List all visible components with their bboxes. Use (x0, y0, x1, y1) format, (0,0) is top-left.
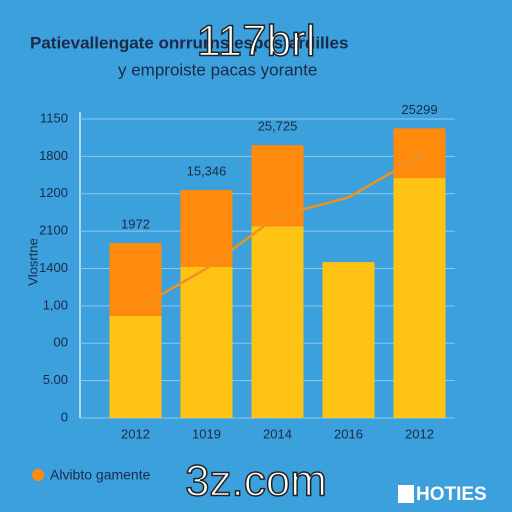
bar-segment (393, 178, 446, 418)
x-tick-label: 2014 (263, 426, 292, 441)
y-tick-label: 1400 (39, 260, 68, 275)
bar-segment (393, 128, 446, 179)
legend-label: Alvibto gamente (50, 467, 151, 483)
bar-segment (180, 267, 233, 418)
bar-segment (322, 262, 375, 418)
bar-segment (251, 226, 304, 418)
y-tick-label: 2100 (39, 223, 68, 238)
data-label: 25299 (401, 102, 437, 117)
y-tick-label: 1,00 (43, 297, 68, 312)
bar-segment (180, 190, 233, 268)
y-tick-label: 0 (61, 409, 68, 424)
y-tick-label: 00 (54, 335, 68, 350)
legend-swatch (32, 469, 44, 481)
y-tick-label: 1800 (39, 148, 68, 163)
x-tick-label: 2012 (121, 426, 150, 441)
bar-segment (109, 315, 162, 418)
data-label: 1972 (121, 217, 150, 232)
line (134, 153, 425, 311)
x-tick-label: 1019 (192, 426, 221, 441)
bar-segment (251, 145, 304, 227)
logo: HOTIES (416, 484, 487, 505)
chart-title: Patievallengate onrrurns espostardilles (30, 33, 348, 52)
y-axis-label: Vlosrtne (25, 238, 40, 286)
x-tick-label: 2012 (405, 426, 434, 441)
watermark: 3z.com (185, 457, 327, 506)
y-tick-label: 5.00 (43, 372, 68, 387)
chart-subtitle: y emproiste pacas yorante (118, 60, 317, 79)
y-tick-label: 1150 (40, 110, 68, 125)
x-tick-label: 2016 (334, 426, 363, 441)
logo-icon (398, 485, 414, 503)
bar-segment (109, 243, 162, 316)
watermark: 117brl (196, 17, 315, 66)
y-tick-label: 1200 (39, 185, 68, 200)
data-label: 15,346 (187, 163, 227, 178)
data-label: 25,725 (258, 119, 298, 134)
